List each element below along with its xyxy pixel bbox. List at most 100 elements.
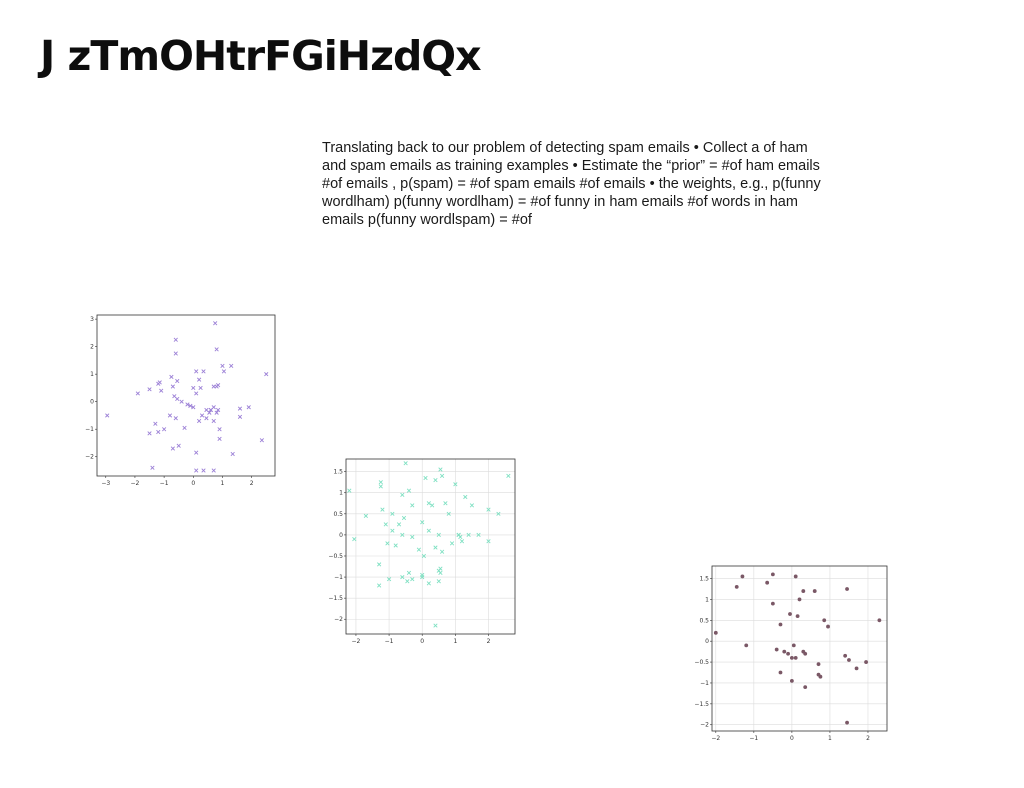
x-tick-label: 1: [453, 638, 457, 645]
data-point: [383, 522, 388, 527]
data-point: [214, 410, 219, 415]
data-point: [420, 520, 425, 525]
data-point: [175, 378, 180, 384]
data-point: [207, 410, 212, 415]
data-point: [217, 436, 222, 441]
data-point: [744, 643, 749, 648]
data-point: [363, 513, 369, 519]
data-point: [778, 670, 783, 675]
data-point: [167, 413, 173, 418]
data-point: [182, 425, 187, 430]
data-point: [847, 658, 851, 662]
data-point: [426, 581, 431, 586]
data-point: [449, 541, 455, 546]
plot-frame: [345, 458, 516, 635]
data-point: [793, 655, 798, 660]
data-point: [438, 570, 443, 575]
data-point: [352, 537, 357, 542]
scatter-svg: −2 −1 0 1 2 −2 −1.5 −1 −0.5 0 0.5 1 1.5: [694, 565, 888, 742]
y-tick-label: 3: [90, 316, 94, 323]
data-point: [194, 391, 199, 396]
data-point: [386, 577, 392, 582]
data-point: [156, 381, 161, 386]
plot-frame: [711, 565, 888, 732]
data-point: [204, 416, 209, 421]
y-tick-label: 1: [705, 596, 709, 603]
x-tick-label: −1: [160, 480, 169, 487]
data-point: [400, 574, 405, 580]
x-tick-label: 1: [828, 735, 832, 742]
data-point: [264, 372, 269, 377]
data-point: [797, 597, 802, 602]
data-point: [786, 651, 790, 656]
data-point: [463, 494, 468, 500]
data-point: [170, 446, 175, 451]
data-point: [734, 584, 739, 589]
data-point: [199, 413, 205, 418]
data-point: [430, 503, 435, 508]
y-tick-label: 1.5: [333, 469, 343, 476]
data-point: [778, 622, 783, 627]
data-point: [390, 528, 395, 533]
data-point: [854, 666, 859, 671]
y-tick-label: −2: [85, 454, 94, 461]
data-point: [453, 482, 458, 487]
data-point: [864, 660, 868, 664]
data-point: [433, 623, 438, 628]
data-point: [135, 391, 140, 396]
scatter-plot-purple: −3 −2 −1 0 1 2 −2 −1 0 1 2 3: [85, 312, 276, 488]
y-tick-label: 0: [90, 399, 94, 406]
y-tick-label: −1: [85, 426, 94, 433]
data-point: [439, 473, 445, 478]
y-tick-label: 0: [705, 638, 709, 645]
data-point: [438, 467, 443, 472]
y-tick-label: −1.5: [328, 595, 343, 602]
y-tick-label: 2: [90, 344, 94, 351]
x-tick-label: −1: [749, 735, 758, 742]
x-tick-label: −2: [352, 638, 361, 645]
data-point: [213, 321, 218, 326]
data-point: [405, 579, 410, 584]
data-point: [486, 507, 491, 512]
data-point: [803, 685, 808, 690]
data-point: [156, 429, 161, 435]
y-tick-label: 1: [90, 371, 94, 378]
y-tick-label: −0.5: [328, 553, 343, 560]
data-point: [476, 532, 481, 538]
data-point: [801, 589, 806, 593]
data-point: [466, 532, 471, 538]
data-point: [439, 549, 445, 554]
data-point: [426, 501, 431, 506]
data-point: [169, 374, 174, 380]
data-point: [803, 651, 808, 656]
data-point: [208, 407, 213, 413]
data-point: [191, 405, 196, 410]
data-point: [150, 465, 155, 470]
data-point: [259, 438, 264, 443]
data-point: [416, 547, 422, 552]
x-tick-label: 0: [191, 480, 195, 487]
data-point: [789, 678, 794, 683]
data-point: [506, 473, 511, 478]
data-point: [229, 363, 234, 369]
x-tick-label: 1: [221, 480, 225, 487]
x-tick-label: −3: [101, 480, 110, 487]
data-point: [185, 402, 190, 407]
data-point: [421, 553, 426, 559]
data-point: [179, 399, 184, 404]
data-point: [713, 630, 718, 635]
data-point: [496, 511, 501, 516]
x-tick-label: −2: [131, 480, 140, 487]
data-point: [215, 407, 221, 413]
data-point: [433, 545, 438, 550]
data-point: [446, 511, 451, 516]
x-tick-label: −1: [385, 638, 394, 645]
data-point: [818, 674, 823, 679]
data-point: [770, 572, 775, 577]
data-point: [159, 388, 164, 393]
data-point: [426, 528, 431, 533]
data-point: [774, 647, 779, 652]
data-point: [406, 570, 412, 575]
data-point: [147, 387, 152, 392]
data-point: [782, 649, 787, 654]
